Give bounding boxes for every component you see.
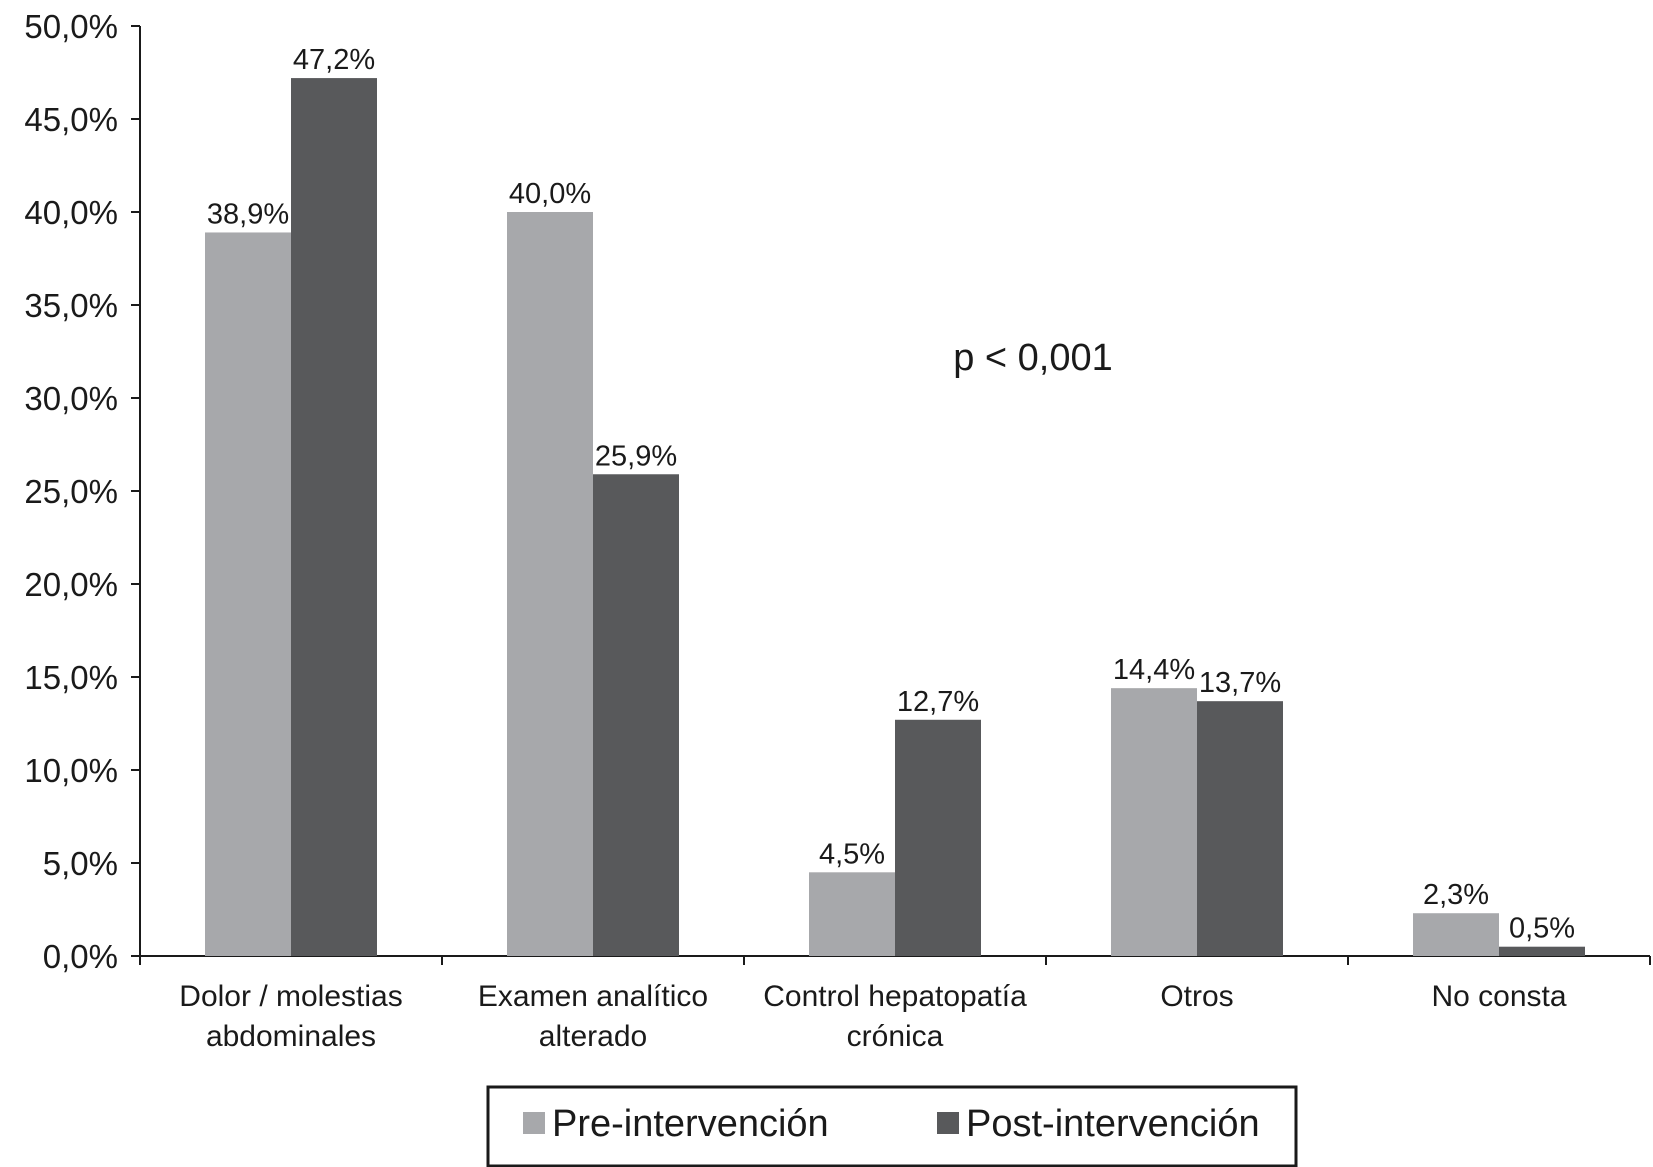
data-label: 14,4% bbox=[1113, 654, 1195, 686]
x-category-label: No consta bbox=[1431, 980, 1566, 1013]
bar-post bbox=[1499, 946, 1585, 956]
data-label: 2,3% bbox=[1423, 879, 1489, 911]
bar-post bbox=[895, 719, 981, 956]
legend-swatch-post bbox=[937, 1112, 959, 1134]
data-label: 38,9% bbox=[207, 198, 289, 230]
data-label: 4,5% bbox=[819, 838, 885, 870]
bar-pre bbox=[809, 872, 895, 956]
x-category-label: Control hepatopatía crónica bbox=[763, 980, 1027, 1053]
data-label: 47,2% bbox=[293, 44, 375, 76]
x-category-label: Dolor / molestias abdominales bbox=[179, 980, 402, 1053]
y-tick-label: 50,0% bbox=[24, 8, 118, 45]
y-tick-label: 35,0% bbox=[24, 287, 118, 324]
bar-post bbox=[1197, 701, 1283, 956]
legend-swatch-pre bbox=[523, 1112, 545, 1134]
legend-label-post: Post-intervención bbox=[966, 1103, 1260, 1145]
legend-box bbox=[486, 1085, 1298, 1167]
y-axis: 0,0% 5,0% 10,0% 15,0% 20,0% 25,0% 30,0% 35,0% 40… bbox=[24, 8, 141, 975]
bars bbox=[205, 78, 1585, 956]
x-category-label: Examen analítico alterado bbox=[478, 980, 708, 1053]
data-label: 40,0% bbox=[509, 178, 591, 210]
y-tick-label: 0,0% bbox=[43, 938, 118, 975]
data-label: 0,5% bbox=[1509, 913, 1575, 945]
bar-pre bbox=[507, 212, 593, 956]
y-tick-label: 20,0% bbox=[24, 566, 118, 603]
data-label: 25,9% bbox=[595, 440, 677, 472]
p-value-annotation: p < 0,001 bbox=[953, 337, 1113, 379]
data-labels: 38,9% 40,0% 4,5% 14,4% 2,3% 47,2% 25,9% 12,7% 13… bbox=[207, 44, 1575, 945]
y-tick-label: 40,0% bbox=[24, 194, 118, 231]
y-tick-label: 45,0% bbox=[24, 101, 118, 138]
bar-pre bbox=[1413, 913, 1499, 956]
y-tick-label: 25,0% bbox=[24, 473, 118, 510]
bar-post bbox=[291, 78, 377, 956]
data-label: 12,7% bbox=[897, 686, 979, 718]
x-axis: Dolor / molestias abdominales Examen analí… bbox=[139, 955, 1651, 1053]
data-label: 13,7% bbox=[1199, 667, 1281, 699]
bar-post bbox=[593, 474, 679, 956]
y-tick-label: 10,0% bbox=[24, 752, 118, 789]
x-category-label: Otros bbox=[1160, 980, 1233, 1013]
legend: Pre-intervención Post-intervención bbox=[486, 1085, 1298, 1167]
bar-pre bbox=[1111, 688, 1197, 956]
bar-pre bbox=[205, 232, 291, 956]
y-tick-label: 5,0% bbox=[43, 845, 118, 882]
legend-label-pre: Pre-intervención bbox=[552, 1103, 829, 1145]
y-tick-label: 30,0% bbox=[24, 380, 118, 417]
y-tick-label: 15,0% bbox=[24, 659, 118, 696]
